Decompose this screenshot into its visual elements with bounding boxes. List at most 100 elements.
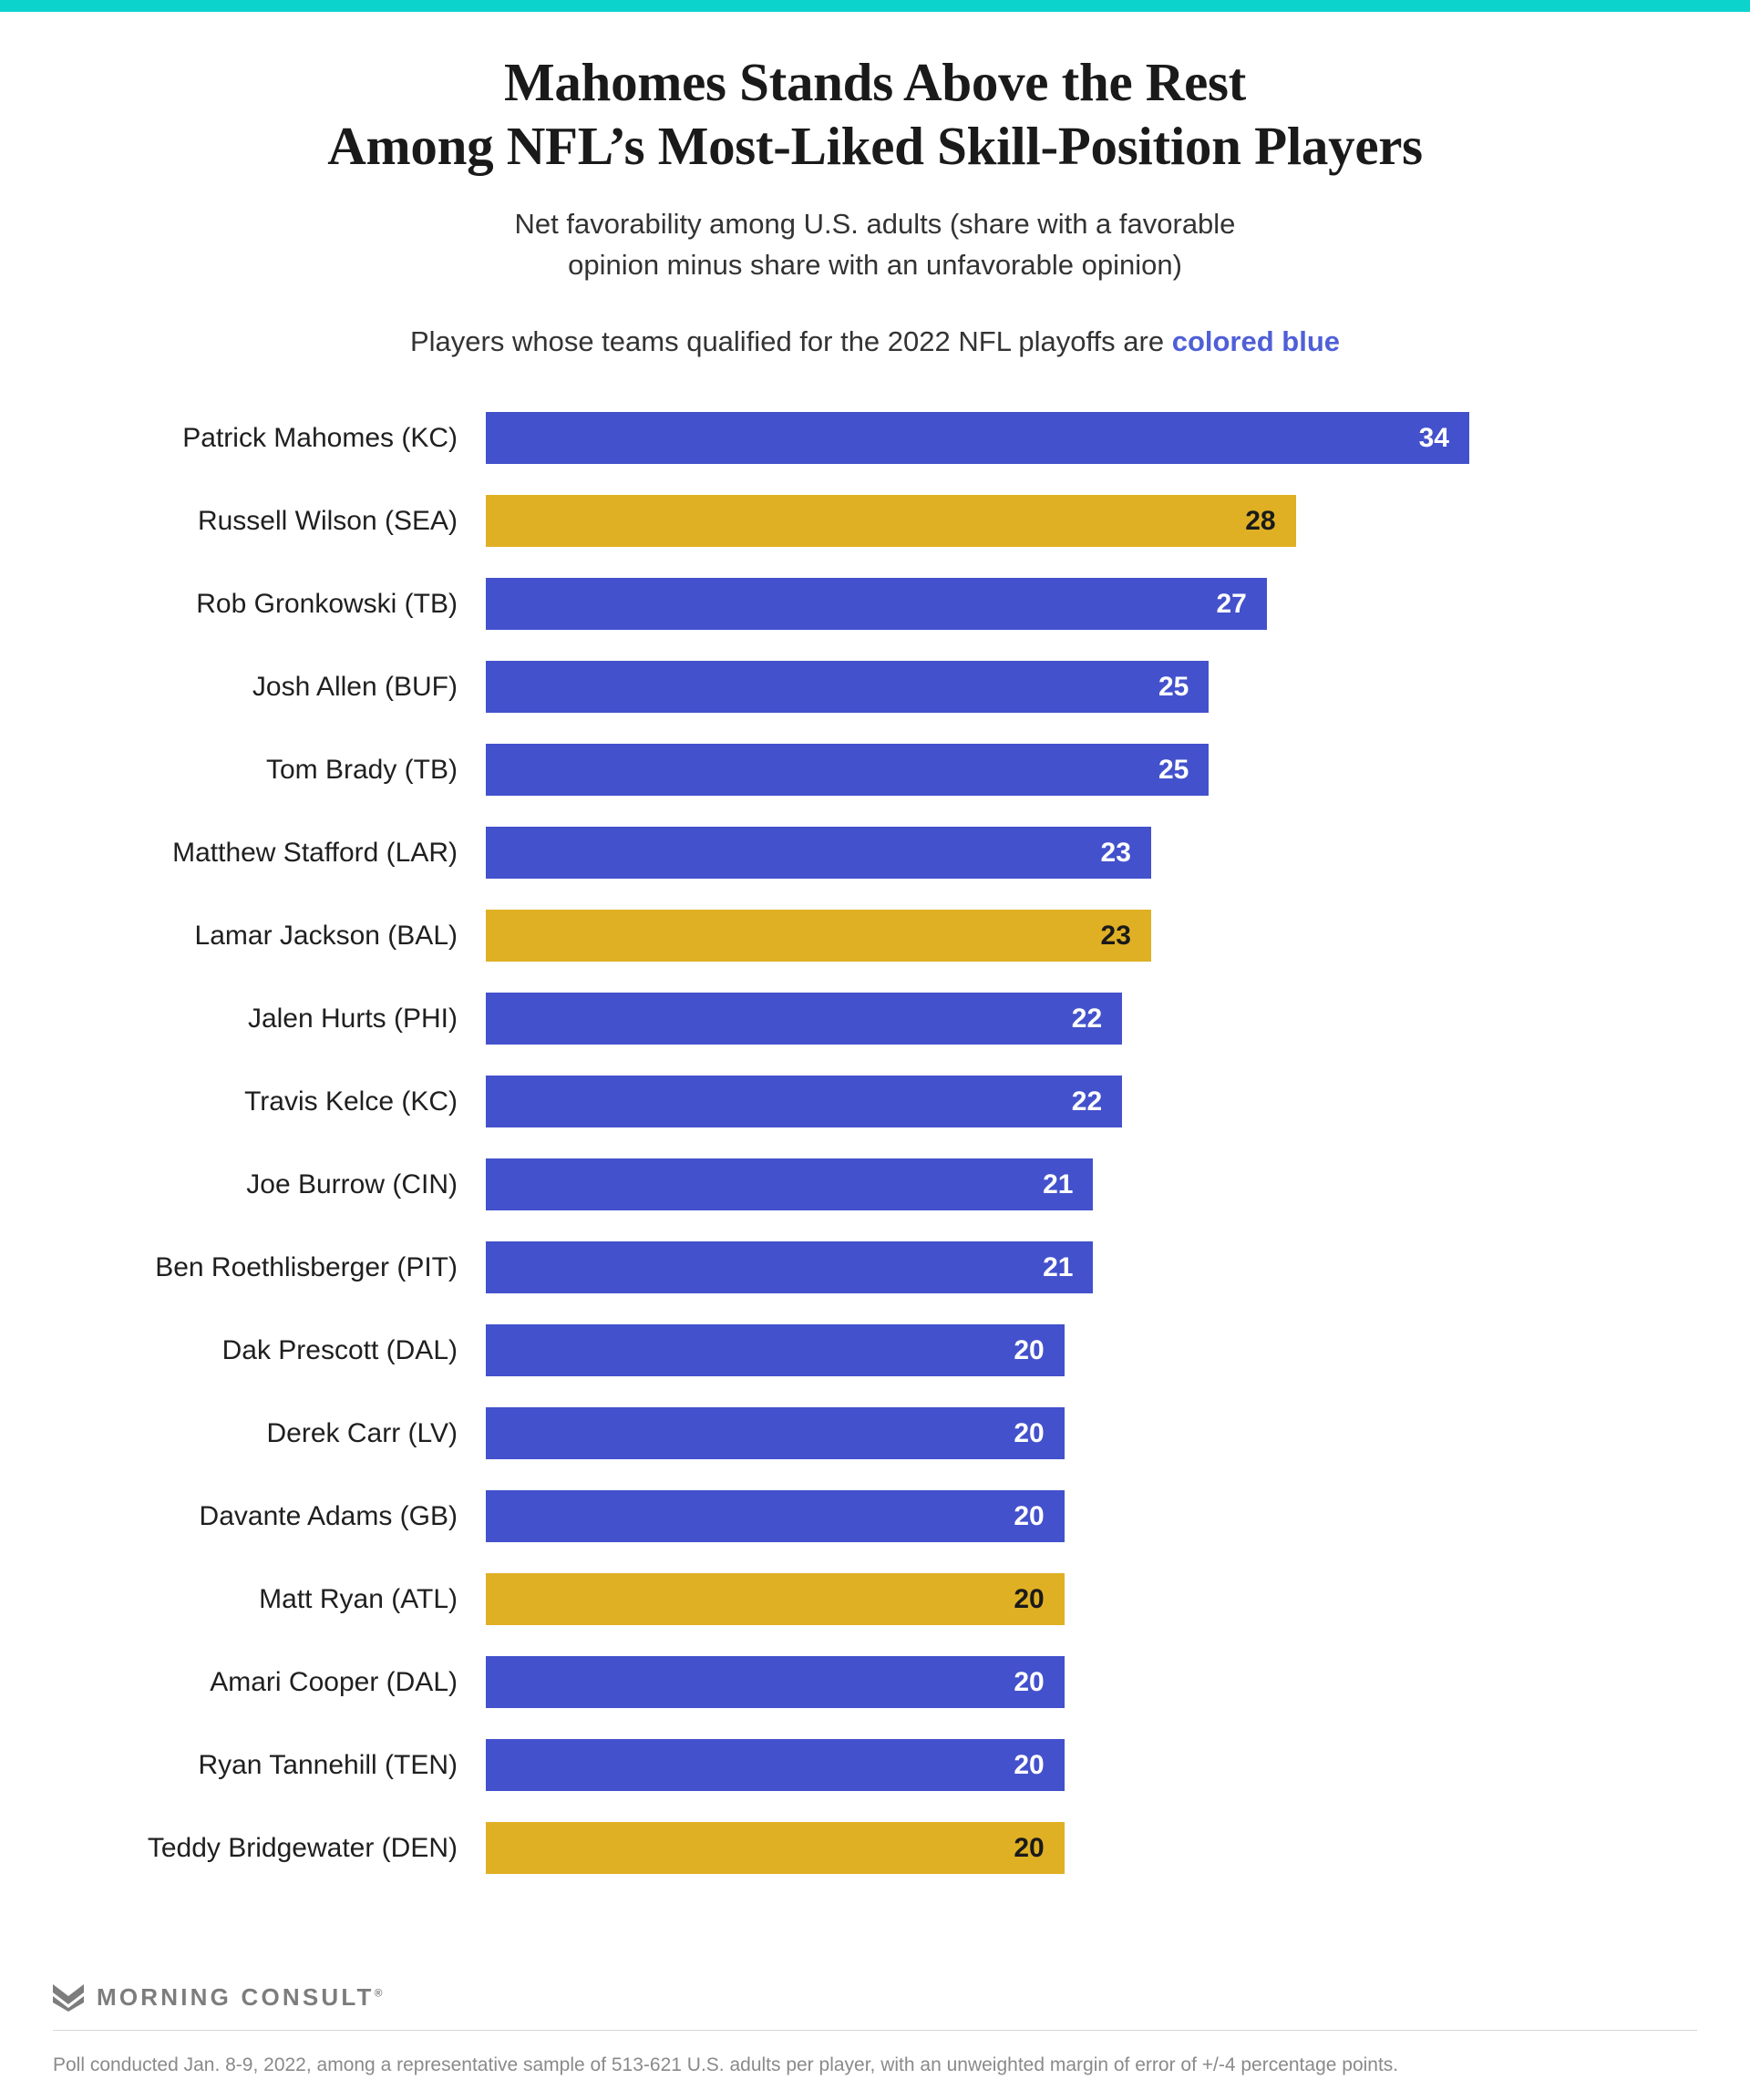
row-label: Teddy Bridgewater (DEN): [147, 1832, 458, 1863]
bar[interactable]: 20: [486, 1490, 1065, 1542]
bar[interactable]: 28: [486, 495, 1296, 547]
chart-row: Teddy Bridgewater (DEN) 20: [0, 1807, 1750, 1889]
bar-value-label: 28: [1245, 505, 1276, 536]
bar[interactable]: 23: [486, 827, 1151, 879]
chart-row: Travis Kelce (KC) 22: [0, 1060, 1750, 1143]
bar-track: 20: [486, 1807, 1750, 1889]
row-label: Lamar Jackson (BAL): [194, 920, 458, 951]
bar-value-label: 21: [1043, 1251, 1074, 1282]
bar[interactable]: 23: [486, 910, 1151, 962]
bar-track: 20: [486, 1309, 1750, 1392]
bar-track: 22: [486, 1060, 1750, 1143]
footer: MORNING CONSULT® Poll conducted Jan. 8-9…: [0, 1983, 1750, 2100]
bar[interactable]: 20: [486, 1407, 1065, 1459]
chart-row: Dak Prescott (DAL) 20: [0, 1309, 1750, 1392]
row-label: Tom Brady (TB): [265, 754, 458, 785]
chart-subtitle-line-2: opinion minus share with an unfavorable …: [568, 249, 1182, 281]
legend-note: Players whose teams qualified for the 20…: [0, 324, 1750, 360]
bar[interactable]: 21: [486, 1241, 1094, 1293]
bar[interactable]: 22: [486, 993, 1123, 1045]
chart-row: Joe Burrow (CIN) 21: [0, 1143, 1750, 1226]
bar-value-label: 21: [1043, 1168, 1074, 1199]
row-label: Amari Cooper (DAL): [210, 1666, 458, 1697]
bar[interactable]: 20: [486, 1822, 1065, 1874]
bar[interactable]: 20: [486, 1739, 1065, 1791]
row-label: Rob Gronkowski (TB): [196, 588, 458, 619]
bar-value-label: 34: [1418, 422, 1449, 453]
chart-row: Josh Allen (BUF) 25: [0, 645, 1750, 728]
bar-chart: Patrick Mahomes (KC) 34 Russell Wilson (SE…: [0, 396, 1750, 1889]
page-title-line-2: Among NFL’s Most-Liked Skill-Position Pl…: [327, 116, 1423, 176]
bar-track: 34: [486, 396, 1750, 479]
bar-track: 20: [486, 1724, 1750, 1807]
bar-track: 21: [486, 1143, 1750, 1226]
bar[interactable]: 34: [486, 412, 1469, 464]
bar-value-label: 27: [1216, 588, 1247, 619]
row-label: Davante Adams (GB): [199, 1500, 458, 1531]
bar-value-label: 25: [1158, 754, 1189, 785]
bar-track: 20: [486, 1558, 1750, 1641]
row-label: Ben Roethlisberger (PIT): [155, 1251, 458, 1282]
bar-value-label: 20: [1014, 1500, 1045, 1531]
bar-track: 20: [486, 1475, 1750, 1558]
bar[interactable]: 22: [486, 1076, 1123, 1127]
bar-track: 20: [486, 1392, 1750, 1475]
bar[interactable]: 20: [486, 1656, 1065, 1708]
chart-row: Jalen Hurts (PHI) 22: [0, 977, 1750, 1060]
chart-subtitle-line-1: Net favorability among U.S. adults (shar…: [514, 208, 1236, 240]
bar-value-label: 20: [1014, 1666, 1045, 1697]
row-label: Dak Prescott (DAL): [221, 1334, 458, 1365]
bar-value-label: 23: [1100, 837, 1131, 868]
chart-row: Ryan Tannehill (TEN) 20: [0, 1724, 1750, 1807]
chart-subtitle: Net favorability among U.S. adults (shar…: [0, 203, 1750, 285]
page-title-line-1: Mahomes Stands Above the Rest: [503, 52, 1247, 112]
chart-row: Lamar Jackson (BAL) 23: [0, 894, 1750, 977]
chart-row: Russell Wilson (SEA) 28: [0, 479, 1750, 562]
chart-row: Patrick Mahomes (KC) 34: [0, 396, 1750, 479]
morning-consult-logo: MORNING CONSULT®: [53, 1983, 1697, 2030]
bar-track: 23: [486, 811, 1750, 894]
bar-value-label: 20: [1014, 1334, 1045, 1365]
row-label: Joe Burrow (CIN): [246, 1168, 458, 1199]
chart-row: Matt Ryan (ATL) 20: [0, 1558, 1750, 1641]
bar-track: 25: [486, 645, 1750, 728]
bar[interactable]: 25: [486, 661, 1210, 713]
row-label: Matt Ryan (ATL): [259, 1583, 458, 1614]
row-label: Matthew Stafford (LAR): [172, 837, 458, 868]
source-note: Poll conducted Jan. 8-9, 2022, among a r…: [53, 2054, 1399, 2075]
bar-value-label: 23: [1100, 920, 1131, 951]
row-label: Derek Carr (LV): [266, 1417, 458, 1448]
bar-track: 20: [486, 1641, 1750, 1724]
bar-value-label: 20: [1014, 1749, 1045, 1780]
row-label: Russell Wilson (SEA): [197, 505, 458, 536]
bar[interactable]: 20: [486, 1573, 1065, 1625]
bar[interactable]: 21: [486, 1158, 1094, 1210]
bar-track: 23: [486, 894, 1750, 977]
legend-note-prefix: Players whose teams qualified for the 20…: [409, 325, 1172, 357]
top-accent-bar: [0, 0, 1750, 12]
chart-row: Matthew Stafford (LAR) 23: [0, 811, 1750, 894]
chart-row: Ben Roethlisberger (PIT) 21: [0, 1226, 1750, 1309]
row-label: Patrick Mahomes (KC): [182, 422, 458, 453]
bar-value-label: 25: [1158, 671, 1189, 702]
bar[interactable]: 20: [486, 1324, 1065, 1376]
double-chevron-icon: [53, 1983, 84, 2012]
row-label: Ryan Tannehill (TEN): [198, 1749, 458, 1780]
bar-track: 22: [486, 977, 1750, 1060]
bar-value-label: 22: [1071, 1086, 1103, 1117]
bar-value-label: 20: [1014, 1832, 1045, 1863]
brand-name-text: MORNING CONSULT: [97, 1983, 375, 2011]
chart-row: Derek Carr (LV) 20: [0, 1392, 1750, 1475]
bar-value-label: 20: [1014, 1417, 1045, 1448]
bar-track: 28: [486, 479, 1750, 562]
bar[interactable]: 25: [486, 744, 1210, 796]
row-label: Jalen Hurts (PHI): [247, 1003, 458, 1034]
chart-row: Amari Cooper (DAL) 20: [0, 1641, 1750, 1724]
footer-divider: [53, 2030, 1697, 2031]
brand-name: MORNING CONSULT®: [97, 1983, 382, 2012]
registered-trademark-icon: ®: [374, 1986, 383, 2000]
bar[interactable]: 27: [486, 578, 1267, 630]
chart-row: Rob Gronkowski (TB) 27: [0, 562, 1750, 645]
bar-value-label: 22: [1071, 1003, 1103, 1034]
row-label: Josh Allen (BUF): [252, 671, 458, 702]
